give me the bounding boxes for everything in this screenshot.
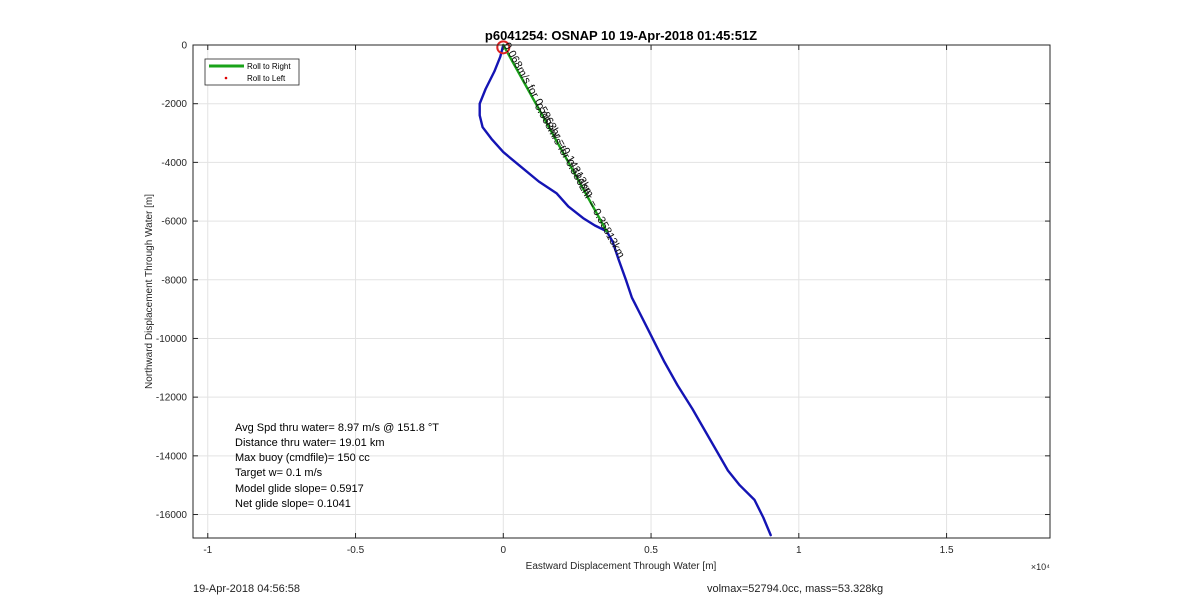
x-tick-label: -0.5 xyxy=(347,545,365,556)
stat-avg-speed: Avg Spd thru water= 8.97 m/s @ 151.8 °T xyxy=(235,422,439,434)
data-series xyxy=(478,40,772,537)
x-tick-label: 1 xyxy=(796,545,802,556)
plot-area xyxy=(193,45,1050,538)
roll-to-right-line xyxy=(502,43,608,233)
x-tick-label: 0.5 xyxy=(644,545,658,556)
y-tick-label: -6000 xyxy=(161,217,187,228)
y-tick-label: -8000 xyxy=(161,275,187,286)
footer-timestamp: 19-Apr-2018 04:56:58 xyxy=(193,583,301,595)
axis-ticks: -1 -0.5 0 0.5 1 1.5 0 -2000 -4000 -6000 -8000 -1000… xyxy=(156,41,1050,556)
x-tick-label: 0 xyxy=(501,545,507,556)
y-tick-label: -16000 xyxy=(156,510,188,521)
x-axis-exponent: ×10⁴ xyxy=(1031,562,1050,572)
trajectory-line xyxy=(478,43,772,537)
legend: Roll to Right Roll to Left xyxy=(204,58,300,86)
stat-distance: Distance thru water= 19.01 km xyxy=(235,437,385,449)
x-axis-label: Eastward Displacement Through Water [m] xyxy=(526,561,717,572)
x-tick-label: -1 xyxy=(203,545,212,556)
stat-model-glide-slope: Model glide slope= 0.5917 xyxy=(235,483,364,495)
legend-label-roll-left: Roll to Left xyxy=(247,74,286,83)
y-tick-label: 0 xyxy=(181,41,187,52)
y-tick-label: -4000 xyxy=(161,158,187,169)
y-tick-label: -14000 xyxy=(156,451,188,462)
grid xyxy=(193,44,1050,538)
legend-box xyxy=(204,58,300,86)
stat-net-glide-slope: Net glide slope= 0.1041 xyxy=(235,498,351,510)
plot-frame xyxy=(192,44,1051,539)
y-tick-label: -2000 xyxy=(161,99,187,110)
y-tick-label: -10000 xyxy=(156,334,188,345)
x-tick-label: 1.5 xyxy=(940,545,954,556)
footer-volmax-mass: volmax=52794.0cc, mass=53.328kg xyxy=(707,583,884,595)
chart-title: p6041254: OSNAP 10 19-Apr-2018 01:45:51Z xyxy=(485,28,757,43)
y-tick-label: -12000 xyxy=(156,393,188,404)
stat-target-w: Target w= 0.1 m/s xyxy=(235,467,323,479)
stats-block: Avg Spd thru water= 8.97 m/s @ 151.8 °T … xyxy=(235,422,439,510)
start-position-marker xyxy=(496,40,511,55)
legend-label-roll-right: Roll to Right xyxy=(247,62,291,71)
y-axis-label: Northward Displacement Through Water [m] xyxy=(144,194,155,389)
legend-swatch-roll-left xyxy=(224,76,228,80)
stat-max-buoy: Max buoy (cmdfile)= 150 cc xyxy=(235,452,370,464)
